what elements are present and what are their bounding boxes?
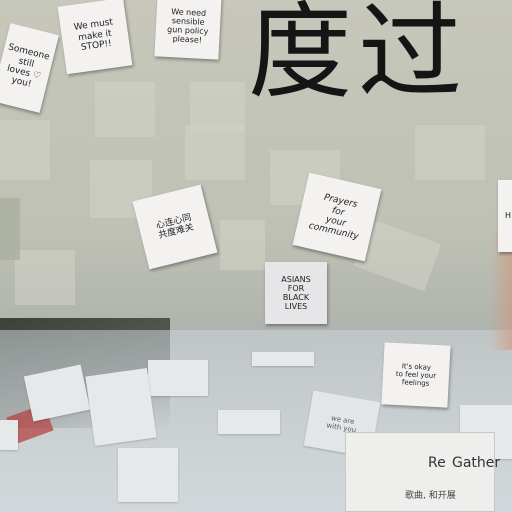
sticky-note-someone: Someone still loves ♡ you!	[0, 23, 59, 113]
faded-note	[190, 82, 245, 132]
blank-note	[218, 410, 280, 434]
sticky-note-chinese: 心连心同 共度难关	[132, 184, 218, 270]
faded-note	[220, 220, 265, 270]
blank-note	[0, 420, 18, 450]
poster-prefix: Re	[428, 455, 446, 471]
sticky-note-sensible: We need sensible gun policy please!	[154, 0, 222, 60]
faded-note	[415, 125, 485, 180]
poster-subtext: 歌曲, 和开展	[405, 491, 456, 501]
sticky-note-okay: It's okay to feel your feelings	[381, 342, 451, 408]
faded-note	[185, 125, 245, 180]
poster-title: Gather	[452, 455, 501, 471]
poster	[345, 432, 495, 512]
faded-note	[0, 198, 20, 260]
chinese-characters: 度过	[248, 0, 469, 113]
sticky-note-we-must: We must make it STOP!!	[57, 0, 133, 75]
faded-note	[95, 82, 155, 137]
blank-note	[148, 360, 208, 396]
person-edge	[490, 230, 512, 350]
blank-note	[85, 368, 157, 446]
sticky-note-asians: ASIANS FOR BLACK LIVES	[265, 262, 327, 324]
faded-note	[15, 250, 75, 305]
faded-note	[0, 120, 50, 180]
sticky-note-edge: H	[498, 180, 512, 252]
blank-note	[252, 352, 314, 366]
blank-note	[118, 448, 178, 502]
